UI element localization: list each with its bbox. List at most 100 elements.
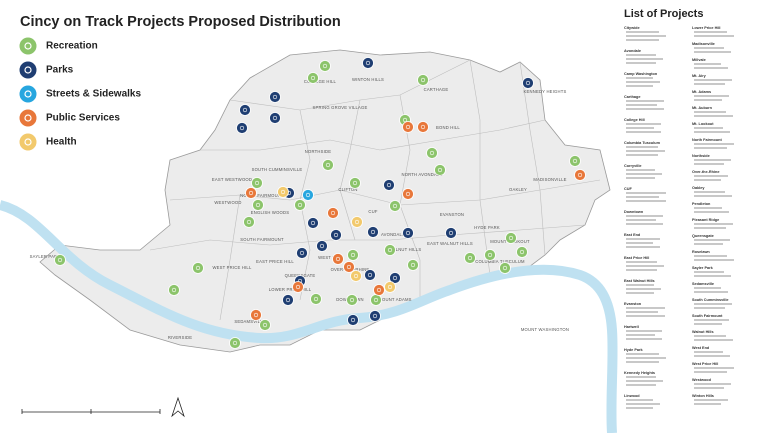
- project-marker: [364, 269, 376, 281]
- neighborhood-label: SOUTH FAIRMOUNT: [240, 237, 284, 242]
- project-marker: [384, 244, 396, 256]
- list-heading: West Price Hill: [692, 362, 718, 366]
- list-heading: West End: [692, 346, 710, 350]
- neighborhood-label: BOND HILL: [436, 125, 460, 130]
- marker-icon: [280, 189, 286, 195]
- project-marker: [367, 226, 379, 238]
- project-marker: [243, 216, 255, 228]
- project-marker: [251, 177, 263, 189]
- neighborhood-label: SAYLER PARK: [30, 254, 61, 259]
- project-marker: [402, 188, 414, 200]
- project-marker: [302, 189, 314, 201]
- marker-icon: [467, 255, 473, 261]
- marker-icon: [313, 296, 319, 302]
- marker-icon: [272, 94, 278, 100]
- list-heading: Madisonville: [692, 42, 715, 46]
- list-heading: Corryville: [624, 164, 642, 168]
- marker-icon: [387, 247, 393, 253]
- project-marker: [434, 164, 446, 176]
- marker-icon: [195, 265, 201, 271]
- list-heading: Winton Hills: [692, 394, 714, 398]
- marker-icon: [255, 202, 261, 208]
- project-marker: [389, 200, 401, 212]
- project-marker: [464, 252, 476, 264]
- neighborhood-label: HYDE PARK: [474, 225, 500, 230]
- project-marker: [574, 169, 586, 181]
- marker-icon: [373, 297, 379, 303]
- list-heading: Walnut Hills: [692, 330, 714, 334]
- marker-icon: [310, 220, 316, 226]
- list-heading: Carthage: [624, 95, 640, 99]
- project-marker: [389, 272, 401, 284]
- list-heading: Westwood: [692, 378, 712, 382]
- marker-icon: [572, 158, 578, 164]
- neighborhood-label: RIVERSIDE: [168, 335, 192, 340]
- list-heading: Avondale: [624, 49, 641, 53]
- marker-icon: [519, 249, 525, 255]
- list-heading: College Hill: [624, 118, 645, 122]
- marker-icon: [402, 117, 408, 123]
- project-marker: [407, 259, 419, 271]
- marker-icon: [577, 172, 583, 178]
- list-heading: Linwood: [624, 394, 640, 398]
- project-marker: [362, 57, 374, 69]
- marker-icon: [305, 192, 311, 198]
- project-marker: [322, 159, 334, 171]
- list-heading: Camp Washington: [624, 72, 658, 76]
- marker-icon: [299, 250, 305, 256]
- project-marker: [192, 262, 204, 274]
- neighborhood-label: NORTHSIDE: [305, 149, 331, 154]
- marker-icon: [370, 229, 376, 235]
- project-marker: [516, 246, 528, 258]
- marker-icon: [248, 190, 254, 196]
- project-marker: [384, 281, 396, 293]
- marker-icon: [349, 297, 355, 303]
- project-marker: [269, 112, 281, 124]
- list-heading: Mt. Auburn: [692, 106, 713, 110]
- city-boundary: [39, 49, 611, 353]
- marker-icon: [333, 232, 339, 238]
- marker-icon: [508, 235, 514, 241]
- list-heading: Northside: [692, 154, 710, 158]
- legend-symbol: [18, 108, 38, 128]
- list-title: List of Projects: [624, 8, 703, 20]
- marker-icon: [322, 63, 328, 69]
- project-marker: [349, 177, 361, 189]
- marker-icon: [254, 180, 260, 186]
- list-heading: CUF: [624, 187, 632, 191]
- project-marker: [417, 121, 429, 133]
- marker-icon: [346, 264, 352, 270]
- project-marker: [445, 227, 457, 239]
- marker-icon: [429, 150, 435, 156]
- project-marker: [236, 122, 248, 134]
- marker-icon: [372, 313, 378, 319]
- list-heading: Lower Price Hill: [692, 26, 721, 30]
- project-marker: [269, 91, 281, 103]
- marker-icon: [367, 272, 373, 278]
- legend-symbol: [18, 60, 38, 80]
- neighborhood-label: WEST PRICE HILL: [213, 265, 252, 270]
- ohio-river: [0, 200, 618, 433]
- project-marker: [168, 284, 180, 296]
- project-marker: [252, 199, 264, 211]
- list-heading: Mt. Airy: [692, 74, 707, 78]
- neighborhood-label: OAKLEY: [509, 187, 527, 192]
- marker-icon: [232, 340, 238, 346]
- neighborhood-label: COLLEGE HILL: [304, 79, 337, 84]
- marker-icon: [253, 312, 259, 318]
- marker-icon: [330, 210, 336, 216]
- marker-icon: [350, 317, 356, 323]
- neighborhood-label: EAST WALNUT HILLS: [427, 241, 473, 246]
- list-heading: Millvale: [692, 58, 706, 62]
- marker-icon: [325, 162, 331, 168]
- map-title: Cincy on Track Projects Proposed Distrib…: [20, 14, 341, 30]
- project-marker: [332, 253, 344, 265]
- neighborhood-label: SPRING GROVE VILLAGE: [313, 105, 368, 110]
- neighborhood-label: MADISONVILLE: [533, 177, 566, 182]
- marker-icon: [242, 107, 248, 113]
- legend-icon: [24, 42, 32, 50]
- list-heading: Mt. Lookout: [692, 122, 714, 126]
- marker-icon: [448, 230, 454, 236]
- marker-icon: [392, 275, 398, 281]
- list-heading: East Price Hill: [624, 256, 649, 260]
